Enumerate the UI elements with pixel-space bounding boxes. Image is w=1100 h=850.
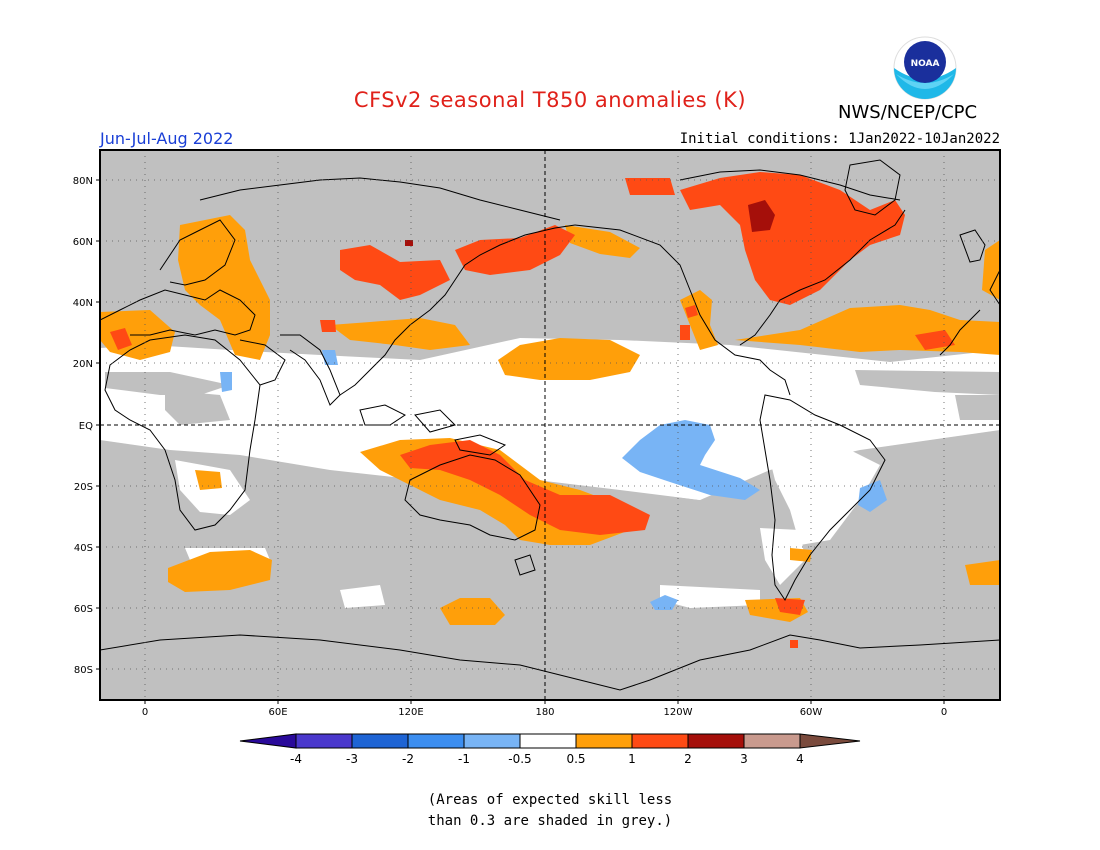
logo-text: NOAA: [911, 59, 940, 69]
footnote-line-2: than 0.3 are shaded in grey.): [427, 813, 673, 829]
lon-label: 120W: [664, 707, 693, 718]
colorbar-label: -4: [290, 752, 302, 766]
colorbar-arrow-high: [799, 733, 861, 749]
lon-label: 180: [535, 707, 554, 718]
colorbar-swatch: [743, 733, 801, 749]
colorbar-label: 1: [628, 752, 636, 766]
colorbar-swatch: [687, 733, 745, 749]
footnote-line-1: (Areas of expected skill less: [427, 792, 673, 808]
lat-label: 60N: [73, 237, 93, 248]
lon-label: 0: [142, 707, 148, 718]
colorbar-label: -3: [346, 752, 358, 766]
lat-label: 20N: [73, 359, 93, 370]
agency-label: NWS/NCEP/CPC: [838, 102, 978, 123]
colorbar-label: 3: [740, 752, 748, 766]
colorbar-arrow-low: [239, 733, 297, 749]
lat-label: EQ: [79, 421, 93, 432]
lat-label: 40S: [74, 543, 93, 554]
equator-dateline: [100, 150, 1000, 700]
lon-label: 0: [941, 707, 947, 718]
colorbar-swatch: [519, 733, 577, 749]
map-title: CFSv2 seasonal T850 anomalies (K): [353, 88, 747, 112]
coastlines: [100, 159, 1000, 691]
colorbar-label: 0.5: [566, 752, 585, 766]
anomaly-fields: [100, 150, 1000, 700]
lat-label: 60S: [74, 604, 93, 615]
gridlines: [100, 150, 1000, 700]
colorbar: [239, 733, 861, 749]
lat-label: 40N: [73, 298, 93, 309]
lat-label: 20S: [74, 482, 93, 493]
colorbar-swatch: [351, 733, 409, 749]
colorbar-label: 2: [684, 752, 692, 766]
colorbar-label: -0.5: [508, 752, 531, 766]
colorbar-swatch: [407, 733, 465, 749]
latitude-labels: 80N 60N 40N 20N EQ 20S 40S 60S 80S: [73, 176, 93, 676]
lon-label: 60W: [800, 707, 823, 718]
colorbar-swatch: [295, 733, 353, 749]
lon-label: 120E: [398, 707, 423, 718]
anomaly-map: NOAA: [73, 36, 1001, 766]
initial-conditions-label: Initial conditions: 1Jan2022-10Jan2022: [679, 131, 1000, 147]
footnote: (Areas of expected skill less than 0.3 a…: [0, 790, 1100, 832]
lat-label: 80S: [74, 665, 93, 676]
colorbar-swatch: [463, 733, 521, 749]
lat-label: 80N: [73, 176, 93, 187]
colorbar-labels: -4 -3 -2 -1 -0.5 0.5 1 2 3 4: [290, 752, 804, 766]
season-label: Jun-Jul-Aug 2022: [100, 129, 234, 148]
colorbar-label: 4: [796, 752, 804, 766]
colorbar-label: -1: [458, 752, 470, 766]
colorbar-label: -2: [402, 752, 414, 766]
longitude-labels: 0 60E 120E 180 120W 60W 0: [142, 707, 947, 718]
colorbar-swatch: [631, 733, 689, 749]
colorbar-swatch: [575, 733, 633, 749]
noaa-logo: NOAA: [893, 36, 957, 100]
lon-label: 60E: [268, 707, 287, 718]
